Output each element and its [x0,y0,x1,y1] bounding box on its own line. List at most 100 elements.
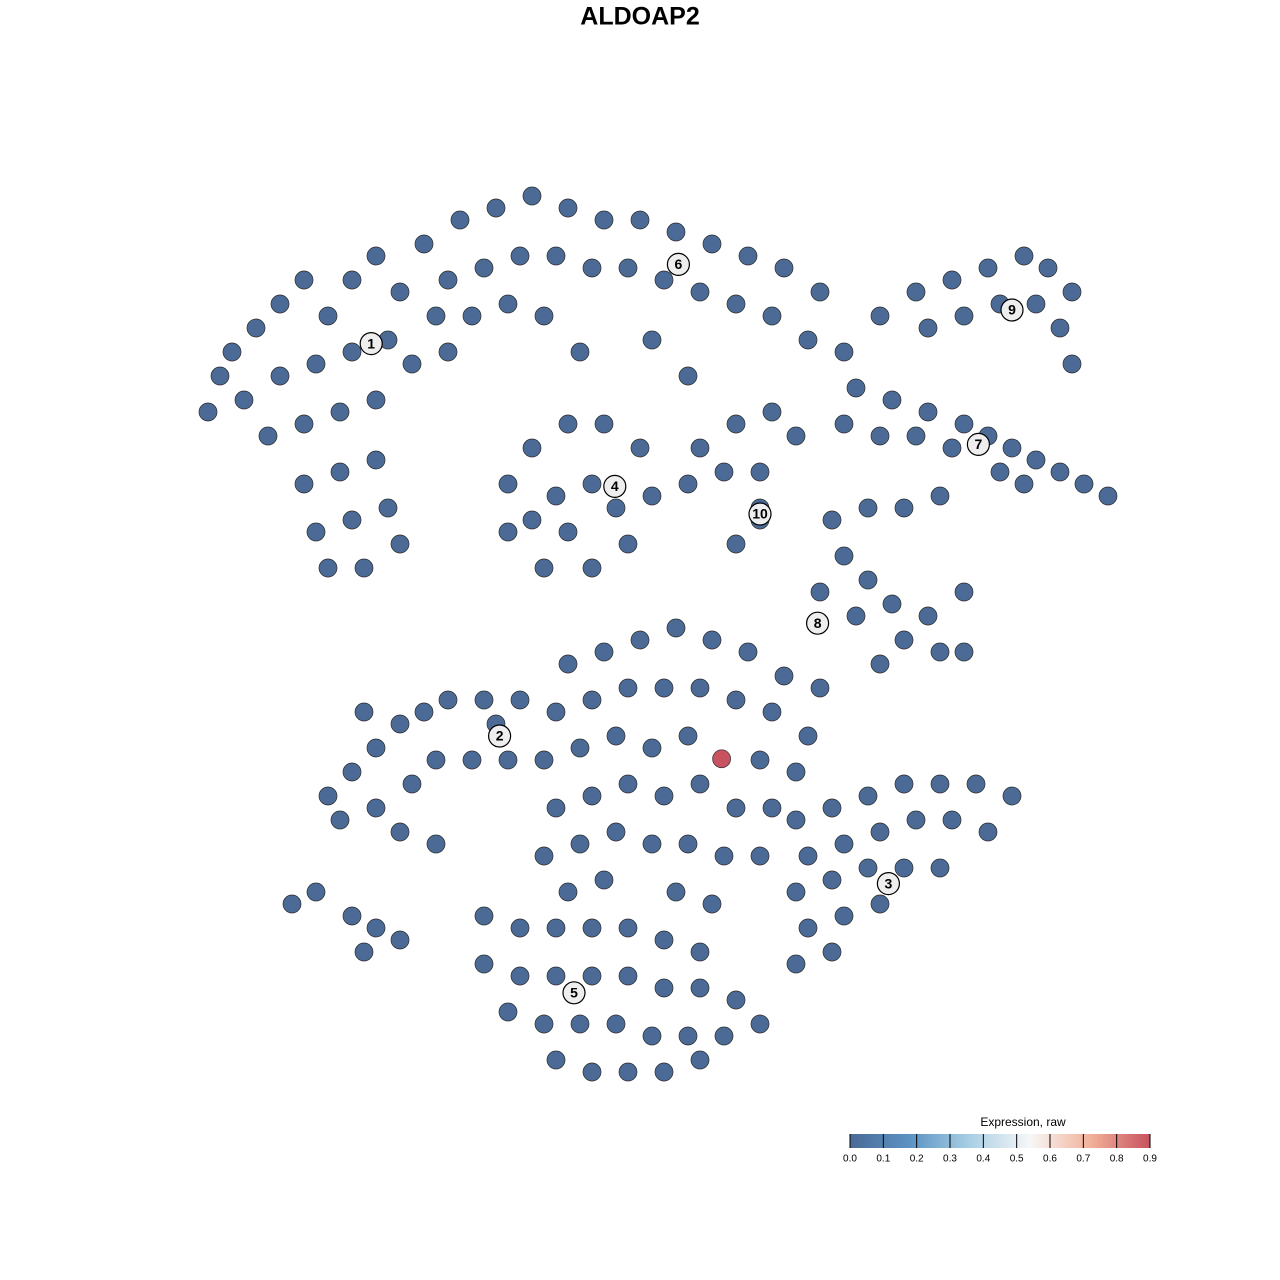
cell-point [1062,354,1082,374]
cell-point [774,258,794,278]
cell-point [726,990,746,1010]
cell-point [882,390,902,410]
cell-point [366,450,386,470]
cell-point [690,978,710,998]
colorbar-tick-label: 0.4 [976,1154,990,1165]
cell-point [342,270,362,290]
cell-point [342,762,362,782]
colorbar-tick-label: 0.5 [1010,1154,1024,1165]
cell-point [510,246,530,266]
cell-point [690,774,710,794]
cell-point [498,294,518,314]
cell-point [930,774,950,794]
cell-point [942,270,962,290]
cell-point [702,234,722,254]
cluster-badge [876,871,901,896]
cell-point [390,822,410,842]
cell-point [798,918,818,938]
cell-point [666,618,686,638]
cell-point [582,258,602,278]
cell-point [318,786,338,806]
cell-point [618,1062,638,1082]
cell-point [750,750,770,770]
cell-point [330,810,350,830]
cell-point [834,906,854,926]
cell-point [798,846,818,866]
cell-point [618,774,638,794]
cell-point [930,858,950,878]
cell-point [978,822,998,842]
cell-point [270,294,290,314]
cell-point [714,846,734,866]
cell-point [870,426,890,446]
cell-point [750,846,770,866]
cell-point [798,330,818,350]
cell-point [390,534,410,554]
cell-point [762,702,782,722]
cell-point [486,198,506,218]
cell-point [1038,258,1058,278]
cell-point [366,798,386,818]
colorbar-title: Expression, raw [980,1115,1066,1129]
cluster-badge [805,611,830,635]
cell-point [918,606,938,626]
cell-point [354,942,374,962]
cell-point [786,810,806,830]
cell-point [198,402,218,422]
cell-point [342,510,362,530]
cluster-badge [603,474,627,498]
cell-point [630,438,650,458]
cell-point [786,426,806,446]
cell-point [294,474,314,494]
cell-point [930,486,950,506]
cell-point [210,366,230,386]
colorbar [850,1134,1150,1148]
cell-point [582,918,602,938]
cell-point [1050,318,1070,338]
colorbar-tick-label: 0.9 [1143,1154,1157,1165]
cell-point [534,558,554,578]
cell-point [702,894,722,914]
cell-point [870,894,890,914]
cell-point [330,462,350,482]
cell-point [378,498,398,518]
cell-point [570,342,590,362]
cell-point [1014,246,1034,266]
cell-point [402,774,422,794]
cell-point [294,414,314,434]
cell-point [666,882,686,902]
cell-point [894,774,914,794]
cell-point [594,210,614,230]
cluster-label: 9 [1008,302,1016,318]
cell-point [426,306,446,326]
cell-point [870,654,890,674]
cell-point [582,690,602,710]
cell-point [654,978,674,998]
cell-point [546,246,566,266]
cell-point [342,906,362,926]
cell-point [822,798,842,818]
cell-point [702,630,722,650]
cell-point [606,822,626,842]
cell-point [546,918,566,938]
cell-point [498,750,518,770]
cell-point [726,798,746,818]
cell-point [366,246,386,266]
colorbar-tick-label: 0.3 [943,1154,957,1165]
cluster-badge [488,724,512,748]
cell-point [390,930,410,950]
cell-point [606,498,626,518]
cell-point [1002,438,1022,458]
cell-point [450,210,470,230]
cell-point [642,486,662,506]
cell-point [462,750,482,770]
cell-point [606,726,626,746]
cell-point [930,642,950,662]
cell-point [318,306,338,326]
cell-point [906,810,926,830]
cell-point [690,1050,710,1070]
cell-point [858,786,878,806]
cell-point [678,366,698,386]
cell-point [810,282,830,302]
